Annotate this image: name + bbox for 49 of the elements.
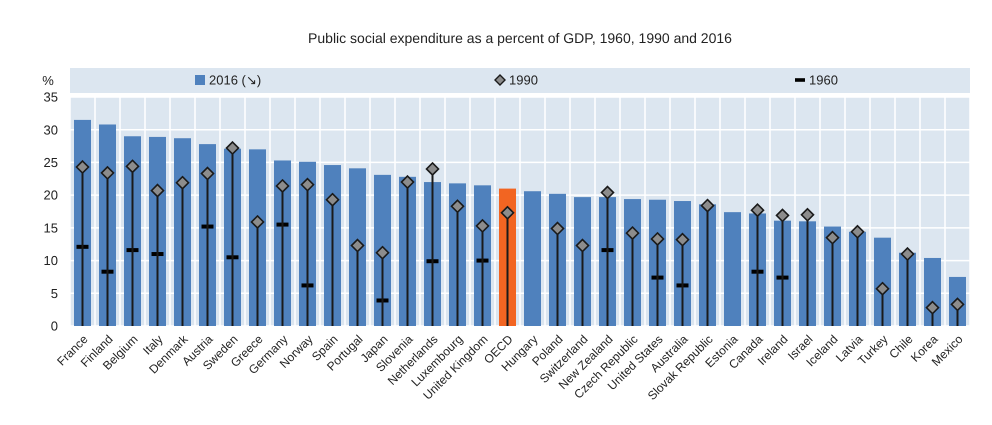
point	[900, 247, 914, 261]
point	[626, 226, 640, 240]
point	[226, 141, 240, 155]
y-tick-label: 10	[44, 253, 58, 268]
point	[600, 186, 614, 200]
legend-label: 1990	[509, 72, 538, 88]
point	[750, 203, 764, 217]
y-tick-label: 5	[50, 286, 58, 301]
point	[350, 238, 364, 252]
point	[200, 166, 214, 180]
point	[500, 206, 514, 220]
point	[876, 282, 890, 296]
legend-label: 2016 (↘)	[209, 72, 262, 88]
point	[100, 166, 114, 180]
point	[150, 184, 164, 198]
point	[576, 238, 590, 252]
bar	[724, 212, 741, 326]
point	[450, 199, 464, 214]
point	[276, 179, 290, 193]
y-tick-label: 30	[44, 122, 58, 138]
point	[76, 160, 90, 174]
point	[776, 208, 790, 222]
point	[376, 246, 390, 260]
point	[550, 222, 564, 236]
bar	[349, 168, 366, 326]
point	[676, 232, 690, 246]
y-tick-label: 20	[44, 188, 58, 203]
point	[850, 224, 864, 239]
point	[400, 175, 414, 189]
bar	[524, 191, 541, 326]
y-tick-label: 0	[50, 318, 58, 334]
point	[926, 300, 940, 314]
point	[800, 208, 814, 222]
point	[126, 160, 140, 174]
legend-label: 1960	[809, 72, 838, 88]
y-tick-label: 35	[44, 90, 58, 105]
point	[176, 176, 190, 190]
point	[826, 230, 840, 244]
chart-title: Public social expenditure as a percent of GDP, 1960, 1990 and 2016	[308, 30, 732, 46]
point	[300, 178, 314, 192]
y-tick-label: 25	[44, 154, 58, 170]
y-tick-label: 15	[44, 220, 58, 236]
point	[250, 215, 264, 229]
point	[326, 192, 340, 207]
point	[650, 232, 664, 246]
point	[700, 198, 714, 212]
y-axis-title: %	[42, 73, 54, 88]
point	[476, 219, 490, 233]
point	[426, 162, 440, 176]
